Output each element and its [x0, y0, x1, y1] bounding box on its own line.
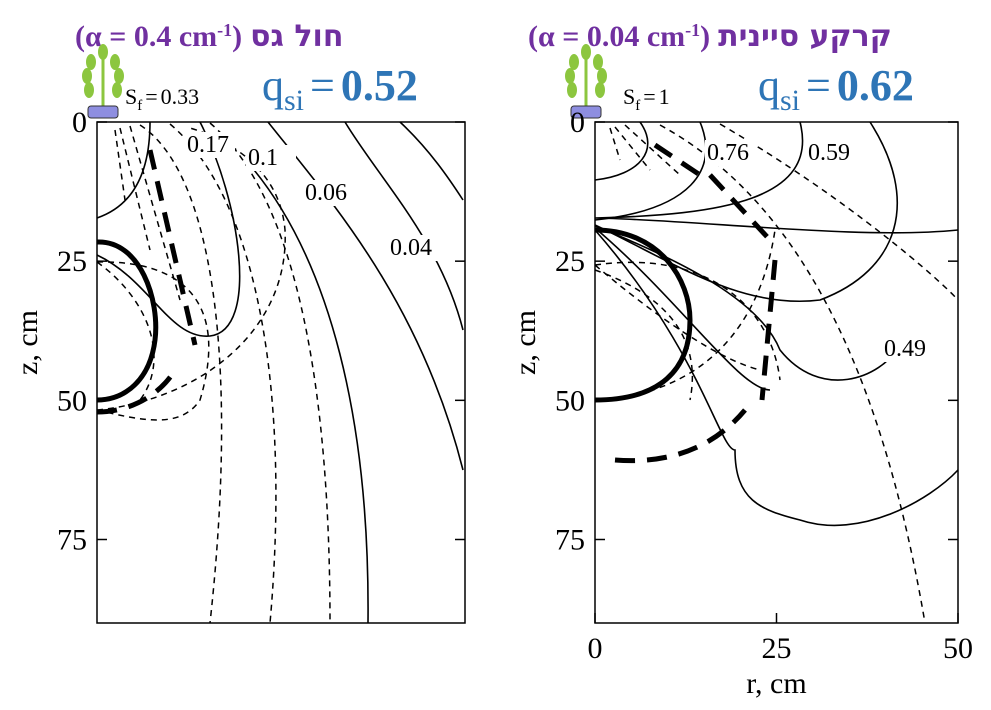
plant-leaf [569, 54, 579, 70]
q-value: 0.62 [837, 61, 914, 110]
q-equals: = [806, 61, 831, 110]
sf-equals: = [145, 84, 157, 109]
contour-label: 0.49 [884, 336, 926, 362]
sf-sub: f [137, 98, 142, 114]
y-axis-label: z, cm [11, 310, 44, 375]
q-equals: = [310, 61, 335, 110]
parameter-sup: -1 [217, 20, 232, 40]
left-contours [97, 122, 463, 623]
sf-label: Sf=0.33 [125, 84, 199, 114]
q-symbol: q [262, 61, 284, 110]
y-tick-label: 50 [57, 384, 87, 417]
parameter: (α = 0.04 cm [528, 20, 685, 53]
contour-label: 0.04 [390, 235, 432, 261]
emitter [88, 106, 118, 118]
plant-leaf [110, 54, 120, 70]
y-tick-label: 0 [72, 106, 87, 139]
contour-label: 0.17 [187, 132, 229, 158]
plot-frame [97, 122, 465, 623]
y-tick-label: 75 [555, 524, 585, 557]
q-sub: si [284, 84, 304, 117]
figure: (α = 0.4 cm-1)חול גסqsi=0.52Sf=0.3302550… [0, 0, 991, 705]
q-label: qsi=0.62 [758, 61, 914, 117]
plant-leaf [86, 54, 96, 70]
x-tick-label: 25 [762, 632, 792, 665]
plot-frame [595, 122, 958, 623]
sf-label: Sf=1 [623, 84, 670, 114]
sf-symbol: S [623, 84, 635, 109]
hebrew-title: חול גס [250, 19, 343, 54]
plant-leaf [112, 82, 122, 98]
sf-value: 1 [659, 84, 670, 109]
x-tick-label: 0 [588, 632, 603, 665]
hebrew-title: קרקע סיינית [718, 19, 892, 54]
panel: (α = 0.04 cm-1)קרקע סייניתqsi=0.62Sf=102… [509, 19, 973, 700]
sf-symbol: S [125, 84, 137, 109]
plant-leaf [567, 82, 577, 98]
parameter-sup: -1 [685, 20, 700, 40]
q-sub: si [780, 84, 800, 117]
plant-leaf [84, 82, 94, 98]
contour-label: 0.1 [248, 145, 278, 171]
x-tick-label: 50 [943, 632, 973, 665]
plant-leaf [595, 82, 605, 98]
panel: (α = 0.4 cm-1)חול גסqsi=0.52Sf=0.3302550… [11, 19, 465, 623]
q-value: 0.52 [341, 61, 418, 110]
right-contours [595, 122, 958, 623]
plant-leaf [98, 44, 108, 60]
contour-label: 0.76 [707, 140, 749, 166]
plant-leaf [593, 54, 603, 70]
plant-leaf [114, 68, 124, 84]
y-tick-label: 25 [57, 245, 87, 278]
plant-leaf [82, 68, 92, 84]
parameter-close: ) [232, 20, 242, 53]
plant-leaf [565, 68, 575, 84]
panel-title: (α = 0.4 cm-1)חול גס [75, 19, 343, 54]
plant-leaf [581, 44, 591, 60]
sf-equals: = [643, 84, 655, 109]
y-tick-label: 0 [570, 106, 585, 139]
plant-leaf [597, 68, 607, 84]
sf-value: 0.33 [161, 84, 200, 109]
y-tick-label: 25 [555, 245, 585, 278]
parameter: (α = 0.4 cm [75, 20, 217, 53]
contour-label: 0.59 [808, 140, 850, 166]
sf-sub: f [635, 98, 640, 114]
y-tick-label: 50 [555, 384, 585, 417]
contour-label: 0.06 [305, 180, 347, 206]
y-tick-label: 75 [57, 524, 87, 557]
x-axis-label: r, cm [746, 667, 806, 700]
q-symbol: q [758, 61, 780, 110]
q-label: qsi=0.52 [262, 61, 418, 117]
y-axis-label: z, cm [509, 310, 542, 375]
parameter-close: ) [700, 20, 710, 53]
